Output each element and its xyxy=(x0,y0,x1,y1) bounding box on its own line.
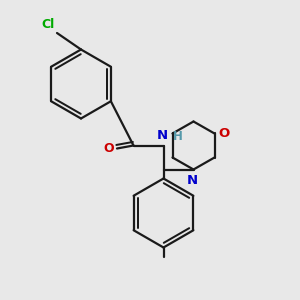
Text: Cl: Cl xyxy=(41,19,55,32)
Text: N: N xyxy=(186,174,198,187)
Text: O: O xyxy=(103,142,114,155)
Text: H: H xyxy=(172,130,182,143)
Text: N: N xyxy=(156,129,168,142)
Text: O: O xyxy=(218,127,230,140)
